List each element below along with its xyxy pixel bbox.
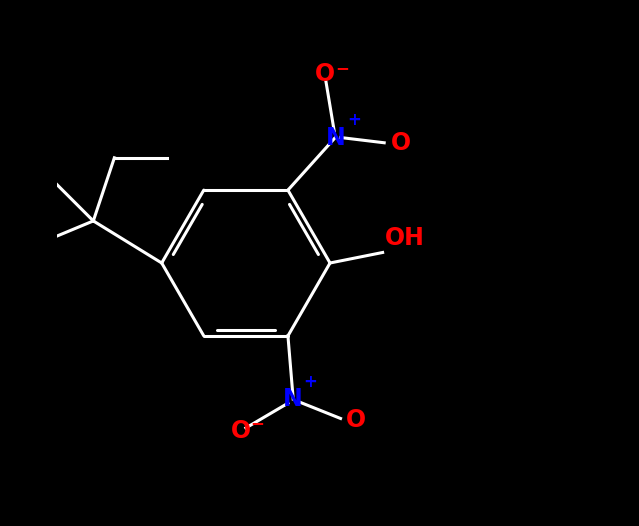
Text: O: O (314, 63, 335, 86)
Text: −: − (335, 59, 349, 77)
Text: −: − (250, 414, 264, 432)
Text: +: + (347, 111, 361, 129)
Text: O: O (231, 419, 250, 442)
Text: OH: OH (385, 226, 425, 250)
Text: +: + (304, 372, 318, 391)
Text: O: O (390, 131, 411, 155)
Text: N: N (283, 387, 303, 411)
Text: N: N (325, 126, 345, 149)
Text: O: O (346, 408, 366, 432)
